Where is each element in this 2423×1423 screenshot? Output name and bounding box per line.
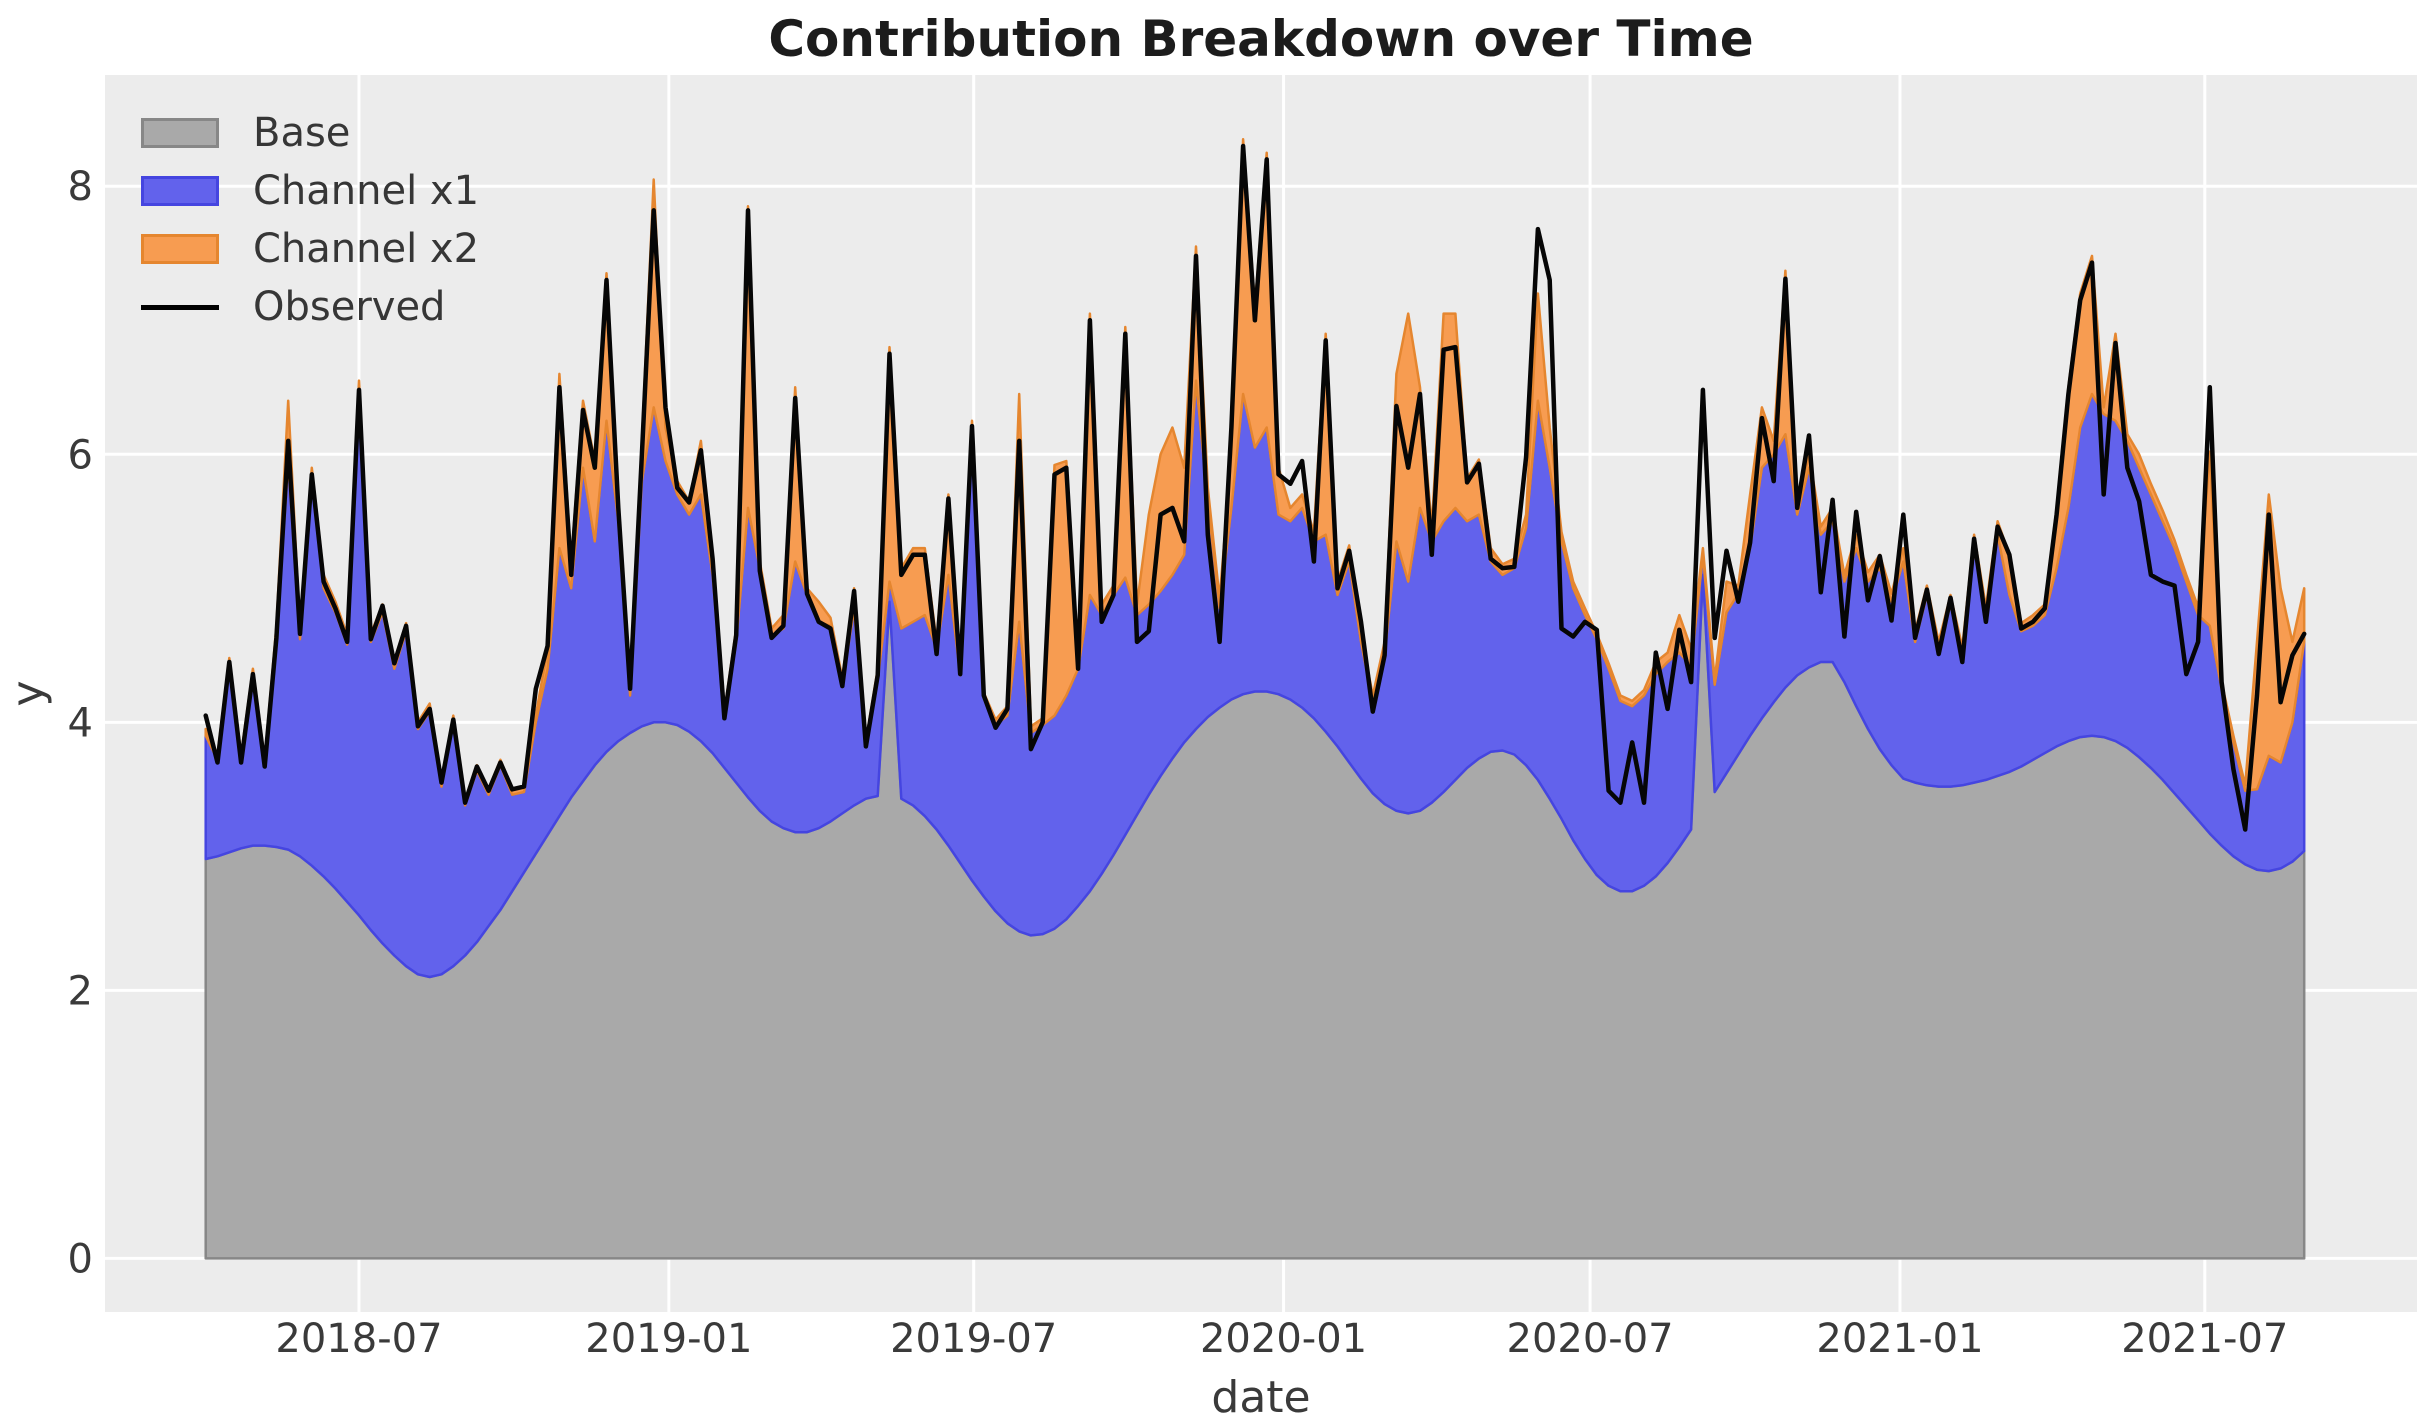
y-tick-label: 0 bbox=[68, 1236, 93, 1282]
x-tick-label: 2019-01 bbox=[585, 1316, 752, 1362]
x-axis-label: date bbox=[1211, 1372, 1311, 1423]
legend-item-observed: Observed bbox=[141, 278, 479, 336]
channel-x2-swatch-icon bbox=[141, 234, 219, 264]
y-axis-label: y bbox=[2, 680, 54, 707]
legend-label-observed: Observed bbox=[253, 284, 446, 330]
x-tick-label: 2020-07 bbox=[1507, 1316, 1674, 1362]
x-tick-label: 2020-01 bbox=[1200, 1316, 1367, 1362]
base-swatch-icon bbox=[141, 118, 219, 148]
chart-title: Contribution Breakdown over Time bbox=[768, 10, 1754, 68]
area-channel-x2 bbox=[204, 138, 2306, 807]
observed-line bbox=[203, 143, 2307, 832]
x-tick-label: 2019-07 bbox=[890, 1316, 1057, 1362]
observed-line-icon bbox=[141, 304, 219, 310]
legend-item-channel-x2: Channel x2 bbox=[141, 220, 479, 278]
legend-item-channel-x1: Channel x1 bbox=[141, 162, 479, 220]
legend-label-base: Base bbox=[253, 110, 351, 156]
legend: Base Channel x1 Channel x2 Observed bbox=[141, 104, 479, 336]
y-tick-label: 8 bbox=[68, 164, 93, 210]
legend-label-channel-x2: Channel x2 bbox=[253, 226, 480, 272]
x-tick-label: 2021-07 bbox=[2121, 1316, 2288, 1362]
y-tick-label: 6 bbox=[68, 432, 93, 478]
x-tick-label: 2021-01 bbox=[1816, 1316, 1983, 1362]
y-tick-label: 4 bbox=[68, 700, 93, 746]
x-tick-label: 2018-07 bbox=[275, 1316, 442, 1362]
legend-item-base: Base bbox=[141, 104, 479, 162]
channel-x1-swatch-icon bbox=[141, 176, 219, 206]
legend-label-channel-x1: Channel x1 bbox=[253, 168, 480, 214]
y-tick-label: 2 bbox=[68, 968, 93, 1014]
